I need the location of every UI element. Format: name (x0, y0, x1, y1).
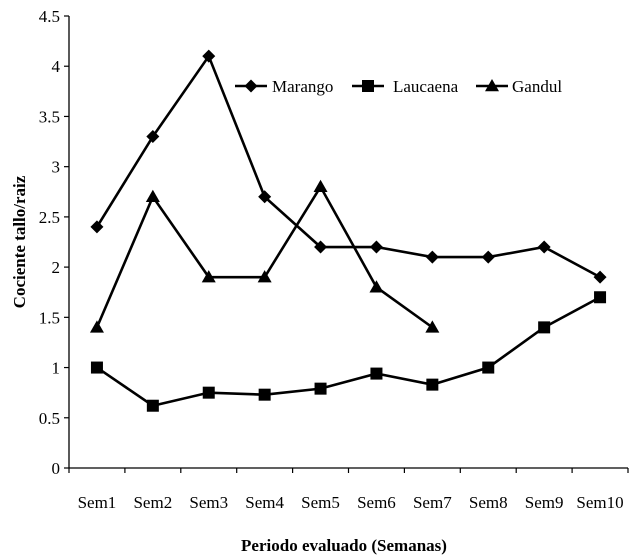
data-point-marango (90, 220, 104, 234)
data-point-gandul (425, 320, 440, 333)
legend-marker-diamond (244, 79, 258, 93)
data-point-laucaena (538, 321, 551, 334)
series-laucaena (90, 291, 607, 412)
legend-marker-square (362, 80, 374, 92)
data-point-laucaena (594, 291, 607, 304)
y-tick-label: 3.5 (39, 107, 60, 126)
data-point-marango (481, 250, 495, 264)
y-tick-label: 2 (52, 258, 61, 277)
y-tick-label: 3 (52, 158, 61, 177)
legend-item-laucaena: Laucaena (352, 77, 459, 96)
series-gandul (89, 179, 440, 333)
x-tick-label: Sem10 (576, 493, 623, 512)
data-point-marango (593, 270, 607, 284)
legend-item-gandul: Gandul (476, 77, 562, 96)
x-tick-label: Sem8 (469, 493, 508, 512)
data-point-gandul (89, 320, 104, 333)
x-tick-label: Sem7 (413, 493, 452, 512)
y-tick-label: 1 (52, 359, 61, 378)
data-point-marango (314, 240, 328, 254)
data-point-marango (537, 240, 551, 254)
x-tick-label: Sem1 (78, 493, 117, 512)
x-tick-label: Sem6 (357, 493, 396, 512)
y-tick-label: 0 (52, 459, 61, 478)
legend-label-marango: Marango (272, 77, 333, 96)
y-axis-title: Cociente tallo/raiz (10, 175, 29, 308)
legend-label-laucaena: Laucaena (393, 77, 459, 96)
data-point-marango (425, 250, 439, 264)
legend-item-marango: Marango (235, 77, 333, 96)
y-tick-label: 0.5 (39, 409, 60, 428)
data-point-laucaena (146, 399, 159, 412)
x-tick-label: Sem9 (525, 493, 564, 512)
data-point-laucaena (314, 382, 327, 395)
x-tick-label: Sem5 (301, 493, 340, 512)
series-line-gandul (95, 184, 434, 329)
y-tick-label: 4 (52, 57, 61, 76)
data-point-gandul (145, 189, 160, 203)
legend: Marango Laucaena Gandul (235, 77, 562, 96)
data-point-laucaena (370, 367, 383, 380)
axes: 0 0.5 1 1.5 2 2.5 3 3.5 4 4.5 Sem1 Sem2 Sem3 Sem4 Sem5… (39, 7, 629, 512)
data-point-gandul (369, 280, 384, 293)
data-point-laucaena (482, 361, 495, 374)
data-point-marango (202, 49, 216, 63)
data-point-gandul (257, 270, 272, 283)
data-point-marango (146, 130, 160, 144)
legend-label-gandul: Gandul (512, 77, 562, 96)
series-marango (90, 49, 607, 284)
series-layer (89, 49, 607, 412)
legend-marker-triangle (485, 79, 499, 92)
x-tick-label: Sem3 (189, 493, 228, 512)
data-point-laucaena (202, 386, 215, 399)
series-line-laucaena (96, 296, 601, 408)
x-tick-label: Sem2 (133, 493, 172, 512)
data-point-gandul (313, 179, 328, 193)
y-tick-label: 1.5 (39, 308, 60, 327)
data-point-marango (258, 190, 272, 204)
x-tick-label: Sem4 (245, 493, 284, 512)
data-point-marango (369, 240, 383, 254)
y-tick-label: 2.5 (39, 208, 60, 227)
data-point-gandul (201, 270, 216, 283)
data-point-laucaena (426, 378, 439, 391)
data-point-laucaena (258, 388, 271, 401)
series-line-marango (95, 53, 601, 279)
x-axis-title: Periodo evaluado (Semanas) (241, 536, 447, 555)
y-tick-label: 4.5 (39, 7, 60, 26)
data-point-laucaena (90, 361, 103, 374)
